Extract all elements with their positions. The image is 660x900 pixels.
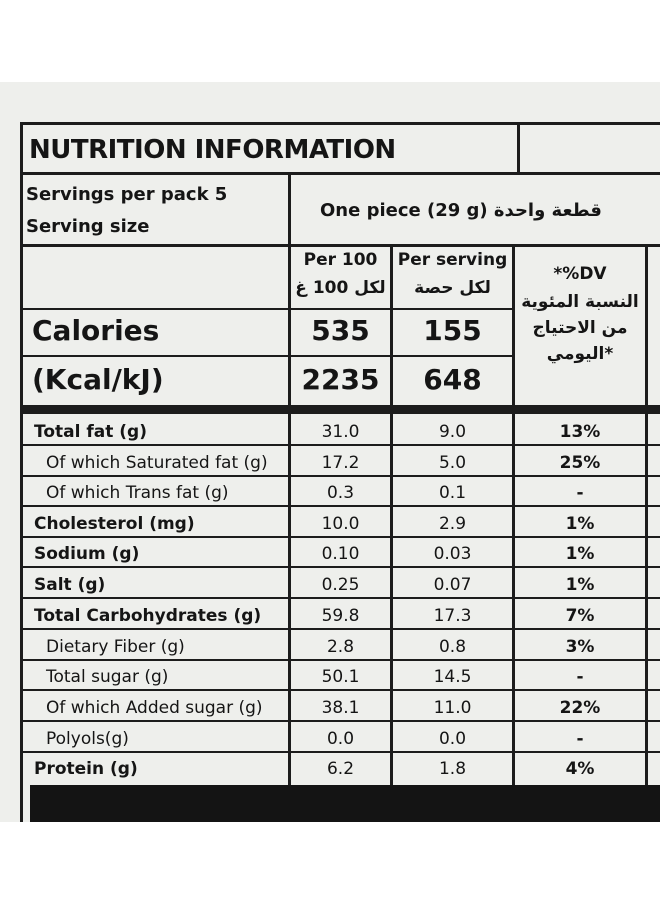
nutrient-name: Sodium (g): [34, 544, 140, 564]
col-per100-en: Per 100: [303, 250, 378, 270]
col-divider-2: [390, 247, 393, 785]
col-divider-3: [512, 247, 515, 785]
nutrient-dv: 3%: [565, 637, 595, 657]
nutrient-perserving: 2.9: [438, 514, 467, 534]
calories-perserving: 155: [423, 314, 482, 347]
table-title: NUTRITION INFORMATION: [29, 135, 396, 165]
row-line: [20, 720, 660, 722]
nutrient-perserving: 0.8: [438, 637, 467, 657]
nutrient-perserving: 1.8: [438, 759, 467, 779]
row-line: [20, 505, 660, 507]
nutrient-name: Dietary Fiber (g): [46, 637, 185, 657]
nutrient-name: Protein (g): [34, 759, 138, 779]
nutrient-per100: 0.25: [321, 575, 360, 595]
nutrient-dv: -: [576, 729, 584, 749]
nutrient-perserving: 9.0: [438, 422, 467, 442]
nutrient-per100: 0.0: [326, 729, 355, 749]
col-dv-line4: اليومي*: [546, 344, 614, 364]
row-line: [20, 628, 660, 630]
energy-label: (Kcal/kJ): [32, 363, 164, 396]
nutrient-perserving: 14.5: [433, 667, 472, 687]
col-divider-4: [645, 247, 648, 785]
bottom-band: [30, 785, 660, 822]
border-left: [20, 122, 23, 822]
nutrient-dv: -: [576, 667, 584, 687]
nutrient-perserving: 0.03: [433, 544, 472, 564]
nutrient-dv: 22%: [559, 698, 601, 718]
serving-underline: [20, 244, 660, 247]
calories-label: Calories: [32, 314, 160, 347]
row-line: [20, 536, 660, 538]
nutrient-name: Cholesterol (mg): [34, 514, 195, 534]
col-perserving-ar: لكل حصة: [414, 278, 491, 298]
nutrient-name: Of which Saturated fat (g): [46, 453, 268, 473]
nutrient-name: Of which Added sugar (g): [46, 698, 263, 718]
nutrient-dv: 13%: [559, 422, 601, 442]
nutrient-perserving: 0.07: [433, 575, 472, 595]
nutrient-name: Total Carbohydrates (g): [34, 606, 262, 626]
nutrition-table: NUTRITION INFORMATION Servings per pack …: [20, 122, 660, 822]
label-background: [0, 82, 660, 822]
nutrient-per100: 50.1: [321, 667, 360, 687]
header-underline: [20, 308, 515, 310]
servings-per-pack: Servings per pack 5: [26, 184, 228, 205]
col-dv-line1: *%DV: [553, 264, 607, 284]
nutrient-dv: 1%: [565, 575, 595, 595]
nutrient-perserving: 11.0: [433, 698, 472, 718]
nutrient-per100: 38.1: [321, 698, 360, 718]
col-dv-line2: النسبة المئوية: [521, 292, 639, 312]
energy-per100: 2235: [301, 363, 380, 396]
row-line: [20, 475, 660, 477]
nutrient-dv: 1%: [565, 544, 595, 564]
nutrient-dv: 4%: [565, 759, 595, 779]
nutrient-perserving: 0.1: [438, 483, 467, 503]
row-line: [20, 689, 660, 691]
calories-per100: 535: [311, 314, 370, 347]
nutrient-per100: 31.0: [321, 422, 360, 442]
col-perserving-en: Per serving: [397, 250, 508, 270]
energy-perserving: 648: [423, 363, 482, 396]
title-divider: [517, 122, 520, 174]
col-divider-1: [288, 175, 291, 785]
row-line: [20, 566, 660, 568]
row-line: [20, 751, 660, 753]
col-per100-ar: لكل 100 غ: [295, 278, 386, 298]
nutrient-dv: -: [576, 483, 584, 503]
nutrient-dv: 1%: [565, 514, 595, 534]
calories-underline: [20, 355, 515, 357]
nutrient-perserving: 5.0: [438, 453, 467, 473]
serving-size-label: Serving size: [26, 216, 150, 237]
nutrient-per100: 0.10: [321, 544, 360, 564]
border-top: [20, 122, 660, 125]
nutrient-per100: 6.2: [326, 759, 355, 779]
nutrient-name: Salt (g): [34, 575, 106, 595]
nutrient-per100: 0.3: [326, 483, 355, 503]
nutrient-per100: 59.8: [321, 606, 360, 626]
serving-size-value: One piece (29 g) قطعة واحدة: [320, 200, 602, 221]
thick-separator: [20, 405, 660, 414]
nutrient-per100: 10.0: [321, 514, 360, 534]
nutrient-per100: 2.8: [326, 637, 355, 657]
row-line: [20, 597, 660, 599]
nutrient-perserving: 17.3: [433, 606, 472, 626]
nutrient-per100: 17.2: [321, 453, 360, 473]
row-line: [20, 444, 660, 446]
nutrient-name: Polyols(g): [46, 729, 129, 749]
nutrient-name: Total fat (g): [34, 422, 147, 442]
row-line: [20, 659, 660, 661]
nutrient-dv: 7%: [565, 606, 595, 626]
nutrient-name: Of which Trans fat (g): [46, 483, 229, 503]
nutrient-dv: 25%: [559, 453, 601, 473]
col-dv-line3: من الاحتياج: [532, 318, 628, 338]
nutrient-name: Total sugar (g): [46, 667, 169, 687]
title-underline: [20, 172, 660, 175]
nutrient-perserving: 0.0: [438, 729, 467, 749]
